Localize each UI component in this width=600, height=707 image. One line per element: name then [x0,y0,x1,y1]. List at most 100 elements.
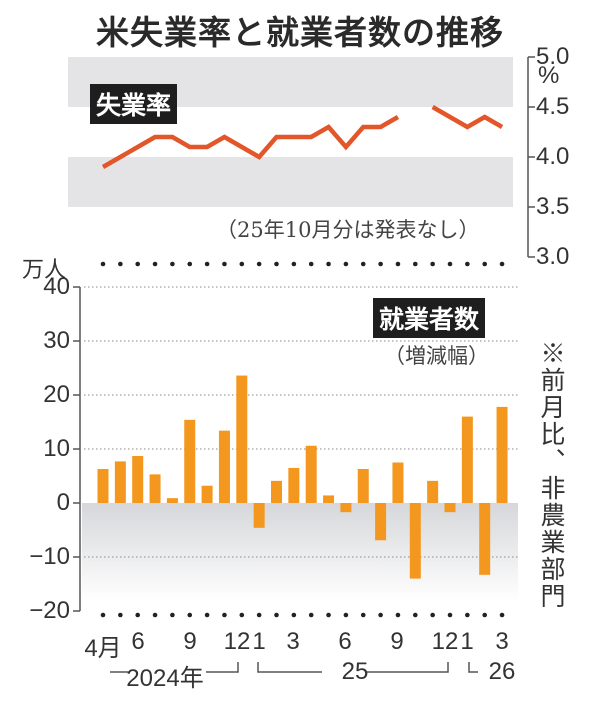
chart-title: 米失業率と就業者数の推移 [96,13,504,52]
separator-dots-bottom [499,612,505,618]
separator-dots-top [326,261,331,267]
separator-dots-bottom [482,612,488,618]
year-bracket-2026 [468,662,478,673]
separator-dots-top [100,261,106,267]
employment-bar [132,456,144,503]
x-tick-label: 12 [431,628,459,655]
separator-dots-top [135,261,140,267]
separator-dots-top [499,261,505,267]
separator-dots-top [378,261,383,267]
employment-bar [271,480,282,503]
separator-dots-bottom [360,612,366,618]
separator-dots-bottom [430,612,435,618]
x-tick-label: 3 [286,628,300,655]
x-tick-label: 4月 [84,635,122,662]
separator-dots-bottom [378,612,383,618]
employment-bar [479,503,491,575]
employment-bar [305,445,317,503]
bottom-y-tick-label: −10 [29,543,70,570]
employment-bar [340,503,352,513]
employment-bar [288,467,300,503]
employment-bar [444,503,456,513]
separator-dots-top [187,261,193,267]
separator-dots-top [204,261,210,267]
employment-bar [253,503,265,528]
x-tick-label: 3 [495,628,509,655]
employment-bar [323,495,335,503]
employment-bar [166,498,178,503]
x-tick-label: 6 [131,628,145,655]
employment-bar [236,375,248,503]
top-y-tick-label: 5.0 [536,43,570,70]
separator-dots-bottom [343,612,349,618]
top-y-tick-label: 4.0 [536,143,570,170]
x-tick-label: 12 [223,628,251,655]
employment-bar [218,430,230,503]
employment-bar [427,480,439,503]
band-4.0-3.5 [68,157,513,207]
percent-unit: % [538,62,560,89]
top-y-tick-label: 4.5 [536,93,570,120]
separator-dots-bottom [291,612,297,618]
separator-dots-top [413,261,418,267]
top-y-tick-label: 3.5 [536,193,570,220]
separator-dots-top [430,261,435,267]
separator-dots-top [239,261,245,267]
bottom-y-tick-label: 30 [43,327,70,354]
employment-bar [392,462,404,503]
separator-dots-top [152,261,158,267]
separator-dots-bottom [447,612,453,618]
separator-dots-bottom [326,612,331,618]
separator-dots-top [274,261,279,267]
year-label: 2024年 [126,665,204,692]
separator-dots-bottom [239,612,245,618]
year-bracket-2025-left [257,662,322,673]
employment-bar [496,406,508,503]
employment-bar [357,468,369,503]
separator-dots-top [291,261,297,267]
bottom-y-tick-label: 20 [43,381,70,408]
separator-dots-bottom [395,612,401,618]
separator-dots-bottom [187,612,193,618]
separator-dots-bottom [308,612,314,618]
separator-dots-bottom [100,612,106,618]
bottom-y-tick-label: −20 [29,597,70,624]
employment-bar [409,503,421,579]
separator-dots-bottom [135,612,140,618]
separator-dots-bottom [222,612,227,618]
separator-dots-bottom [256,612,262,618]
separator-dots-bottom [413,612,418,618]
separator-dots-top [360,261,366,267]
separator-dots-bottom [118,612,123,618]
separator-dots-bottom [170,612,175,618]
unemployment-rate-tag: 失業率 [90,84,178,124]
employment-bar [375,503,387,541]
top-chart-note: （25年10月分は発表なし） [216,218,480,242]
year-label: 26 [488,658,516,685]
separator-dots-top [343,261,349,267]
year-label: 25 [341,658,369,685]
employment-subtag: （増減幅） [384,344,489,368]
x-tick-label: 6 [338,628,352,655]
bottom-y-tick-label: 10 [43,435,70,462]
unemployment-line [101,115,400,169]
employment-bar [114,461,126,503]
bottom-y-tick-label: 40 [43,273,70,300]
separator-dots-top [170,261,175,267]
x-tick-label: 9 [390,628,404,655]
separator-dots-top [118,261,123,267]
separator-dots-top [465,261,470,267]
separator-dots-top [256,261,262,267]
separator-dots-top [308,261,314,267]
bottom-y-tick-label: 0 [56,489,70,516]
employment-bar [184,419,196,503]
separator-dots-top [222,261,227,267]
employment-bar [97,468,109,503]
top-y-tick-label: 3.0 [536,243,570,270]
bottom-unit: 万人 [22,257,67,282]
separator-dots-bottom [465,612,470,618]
employment-tag: 就業者数 [373,298,486,338]
separator-dots-top [482,261,488,267]
employment-bar [201,485,213,503]
x-tick-label: 9 [183,628,197,655]
